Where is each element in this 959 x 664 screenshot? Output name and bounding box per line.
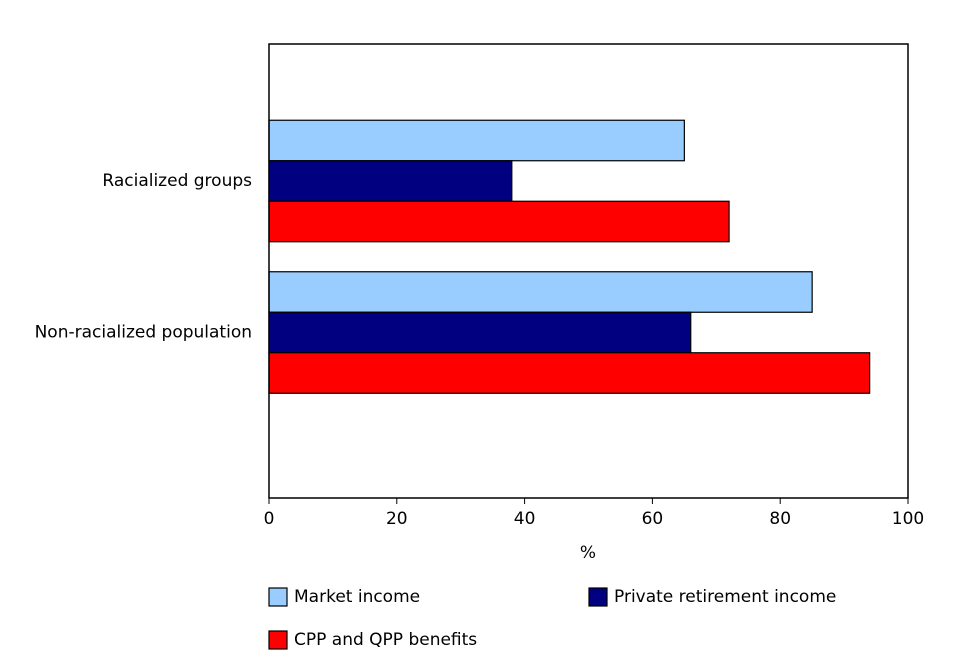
legend-swatch <box>268 630 288 650</box>
plot-frame <box>268 43 909 499</box>
legend-swatch <box>268 587 288 607</box>
bar <box>268 352 871 394</box>
bar <box>268 200 730 243</box>
bar <box>268 160 513 202</box>
legend-swatch <box>588 587 608 607</box>
x-tick-label: 0 <box>264 509 275 529</box>
bar <box>268 271 813 313</box>
y-tick-label: Racialized groups <box>102 171 252 191</box>
bar <box>268 311 692 354</box>
legend-label: Market income <box>294 587 420 607</box>
bar <box>268 119 685 162</box>
x-tick-label: 80 <box>769 509 791 529</box>
x-tick-label: 60 <box>642 509 664 529</box>
legend-label: CPP and QPP benefits <box>294 630 477 650</box>
legend-label: Private retirement income <box>614 587 836 607</box>
x-axis-label: % <box>580 543 596 563</box>
x-tick-label: 100 <box>892 509 924 529</box>
x-tick-label: 40 <box>514 509 536 529</box>
x-tick-label: 20 <box>386 509 408 529</box>
y-tick-label: Non-racialized population <box>35 323 252 343</box>
